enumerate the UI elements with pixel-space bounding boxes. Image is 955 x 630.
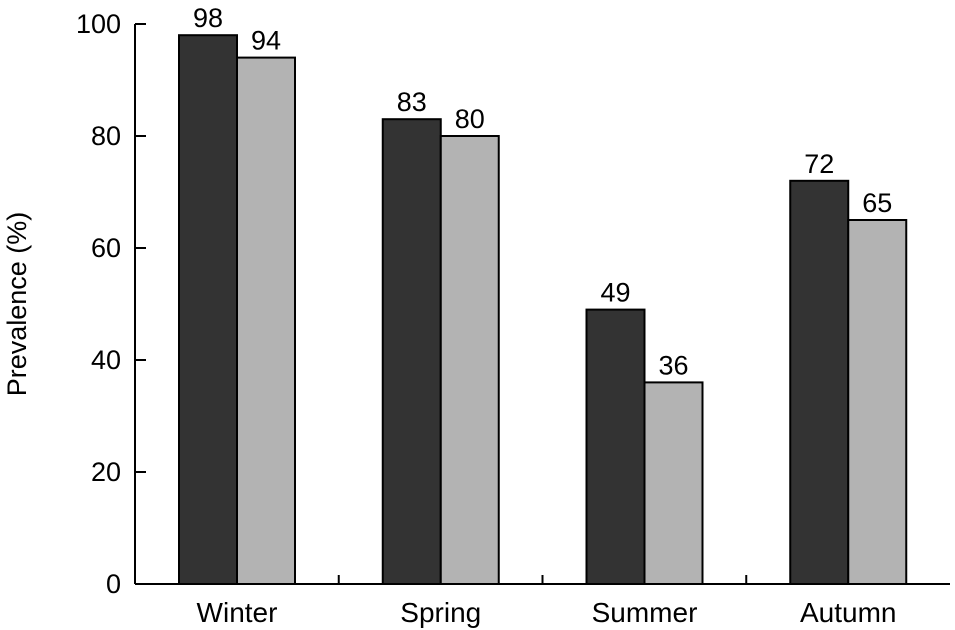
bar-spring-series-2 (439, 135, 500, 585)
plot-area: 0 20 40 60 80 100 98 94 Winter 83 80 Spring 49 36 Summ… (76, 3, 950, 628)
data-label-winter-series-1: 98 (193, 3, 223, 33)
bar-autumn-series-1 (789, 179, 850, 586)
data-label-spring-series-1: 83 (397, 87, 427, 117)
y-tick-label-60: 60 (91, 233, 121, 263)
y-tick-label-80: 80 (91, 121, 121, 151)
y-axis-title-group: Prevalence (%) (2, 212, 32, 397)
data-label-winter-series-2: 94 (251, 26, 281, 56)
category-label-summer: Summer (592, 597, 698, 628)
bar-summer-series-2 (643, 381, 704, 585)
bar-autumn-series-2 (847, 219, 908, 585)
bar-winter-series-2 (236, 56, 296, 586)
y-tick-label-0: 0 (106, 569, 121, 599)
y-tick-label-40: 40 (91, 345, 121, 375)
data-label-summer-series-2: 36 (658, 350, 688, 380)
data-label-summer-series-1: 49 (600, 278, 630, 308)
bar-winter-series-1 (178, 34, 238, 585)
category-label-winter: Winter (197, 597, 278, 628)
category-label-autumn: Autumn (800, 597, 897, 628)
bar-spring-series-1 (381, 118, 442, 585)
y-tick-label-100: 100 (76, 9, 121, 39)
data-label-spring-series-2: 80 (455, 104, 485, 134)
data-label-autumn-series-2: 65 (862, 188, 892, 218)
y-axis-title: Prevalence (%) (2, 212, 32, 397)
y-tick-label-20: 20 (91, 457, 121, 487)
bar-summer-series-1 (585, 308, 646, 585)
data-label-autumn-series-1: 72 (804, 149, 834, 179)
category-label-spring: Spring (400, 597, 481, 628)
